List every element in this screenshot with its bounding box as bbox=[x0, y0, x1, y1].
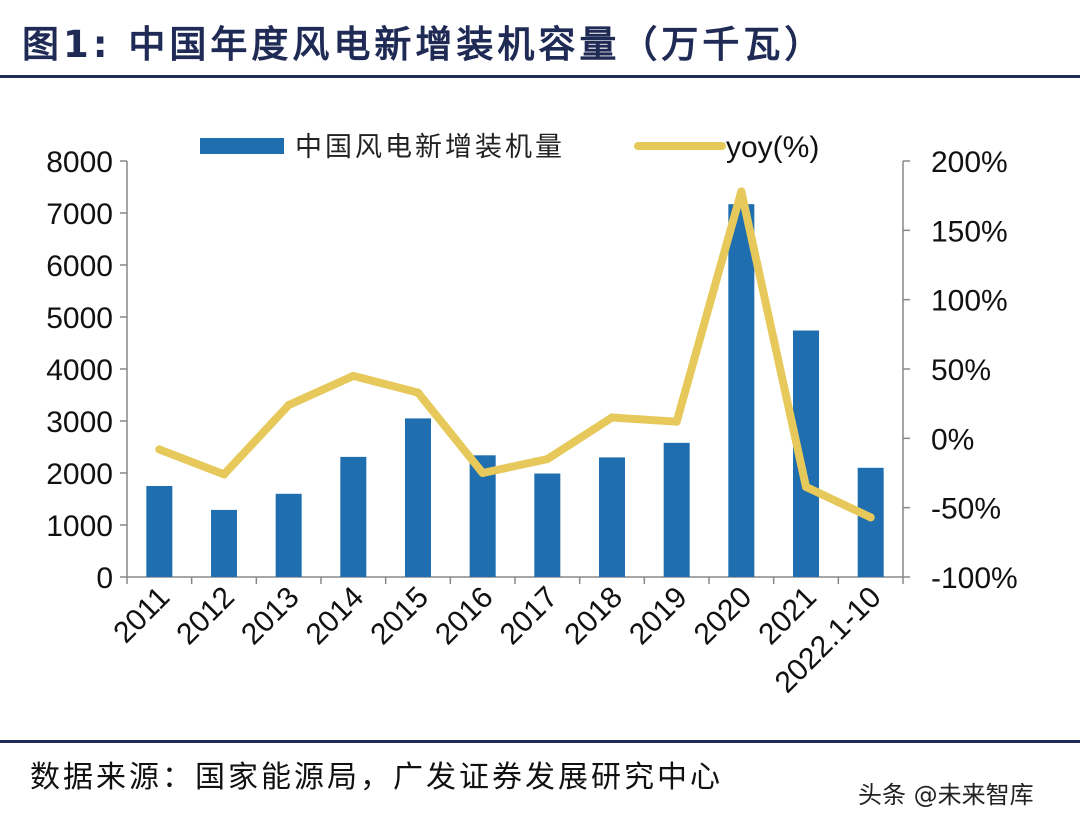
source-note: 数据来源：国家能源局，广发证券发展研究中心 bbox=[30, 760, 723, 795]
bar-2011 bbox=[146, 486, 173, 577]
watermark: 头条 @未来智库 bbox=[858, 781, 1034, 809]
bar-2014 bbox=[340, 456, 367, 577]
yoy-line-series bbox=[155, 187, 875, 522]
right-tick-label: -100% bbox=[931, 562, 1018, 595]
left-tick-label: 8000 bbox=[46, 146, 113, 179]
left-tick-label: 3000 bbox=[46, 406, 113, 439]
x-tick-label: 2016 bbox=[429, 581, 500, 652]
x-tick-label: 2018 bbox=[558, 581, 629, 652]
left-tick-label: 5000 bbox=[46, 302, 113, 335]
left-tick-label: 2000 bbox=[46, 458, 113, 491]
yoy-point-2016 bbox=[478, 469, 487, 477]
bar-2019 bbox=[663, 442, 690, 577]
x-tick-label: 2020 bbox=[688, 581, 759, 652]
bar-2015 bbox=[405, 418, 431, 577]
yoy-point-2014 bbox=[349, 371, 358, 380]
axes: 0 1000 2000 3000 4000 5000 6000 7000 8000 -100% -5… bbox=[46, 146, 1017, 699]
chart: 中国风电新增装机量 yoy(%) 0 1000 2000 3000 4000 5000 60… bbox=[46, 131, 1017, 699]
x-tick-label: 2012 bbox=[170, 581, 241, 652]
legend-line-label: yoy(%) bbox=[726, 131, 819, 164]
legend-bar-swatch bbox=[200, 138, 284, 154]
bottom-divider bbox=[0, 740, 1080, 743]
yoy-point-2021 bbox=[802, 482, 810, 491]
right-tick-label: -50% bbox=[931, 493, 1001, 526]
left-tick-label: 1000 bbox=[46, 510, 113, 543]
yoy-point-2017 bbox=[543, 455, 552, 464]
legend-bar-label: 中国风电新增装机量 bbox=[295, 132, 565, 163]
right-tick-label: 100% bbox=[931, 285, 1008, 318]
yoy-point-2018 bbox=[608, 413, 616, 422]
bar-series bbox=[146, 204, 884, 577]
x-tick-label: 2011 bbox=[107, 581, 176, 650]
left-tick-label: 6000 bbox=[46, 250, 113, 283]
yoy-point-2013 bbox=[284, 401, 293, 410]
right-tick-label: 0% bbox=[931, 423, 974, 456]
bar-2022.1-10 bbox=[857, 467, 884, 577]
bar-2018 bbox=[599, 457, 625, 577]
yoy-point-2022.1-10 bbox=[866, 513, 875, 522]
yoy-line bbox=[155, 187, 875, 522]
bar-2017 bbox=[534, 473, 561, 577]
x-tick-label: 2019 bbox=[623, 581, 694, 652]
left-tick-label: 7000 bbox=[46, 198, 113, 231]
yoy-point-2012 bbox=[220, 470, 228, 479]
bar-2012 bbox=[211, 509, 237, 577]
left-tick-label: 0 bbox=[96, 562, 113, 595]
x-tick-label: 2014 bbox=[300, 581, 371, 652]
right-tick-label: 50% bbox=[931, 354, 991, 387]
x-tick-label: 2015 bbox=[364, 581, 435, 652]
right-tick-label: 150% bbox=[931, 215, 1008, 248]
chart-title: 图1: 中国年度风电新增装机容量（万千瓦） bbox=[22, 23, 826, 66]
bar-2013 bbox=[275, 493, 302, 577]
yoy-point-2015 bbox=[414, 388, 422, 397]
x-tick-label: 2017 bbox=[494, 581, 565, 652]
yoy-point-2020 bbox=[737, 187, 746, 196]
right-tick-label: 200% bbox=[931, 146, 1008, 179]
yoy-point-2019 bbox=[672, 417, 681, 426]
left-tick-label: 4000 bbox=[46, 354, 113, 387]
x-tick-label: 2013 bbox=[235, 581, 306, 652]
yoy-point-2011 bbox=[155, 445, 164, 454]
bar-2020 bbox=[728, 204, 755, 577]
legend: 中国风电新增装机量 yoy(%) bbox=[200, 131, 819, 164]
top-divider bbox=[0, 75, 1080, 78]
